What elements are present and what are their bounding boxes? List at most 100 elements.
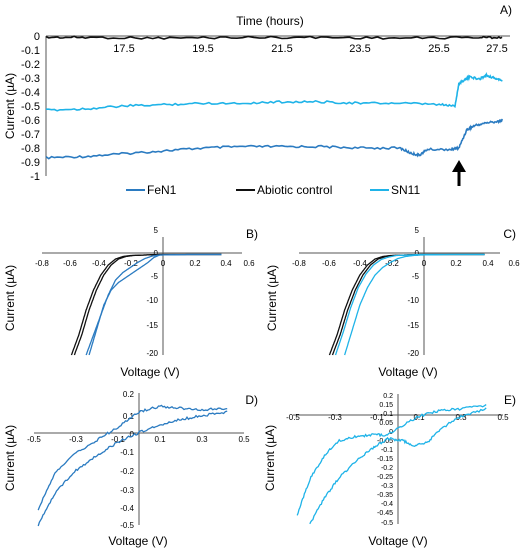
panel-d-x-tick-label: 0.3 [196, 435, 208, 444]
panel-d-label: D) [245, 393, 258, 407]
panel-e-x-axis-title: Voltage (V) [368, 534, 427, 548]
series-line-sn11 [309, 407, 487, 525]
panel-a-y-tick-label: -0.1 [21, 45, 40, 57]
panel-d: D) -0.5 -0.3 -0.1 0.1 0.3 0.5 0.2 0.1 0 … [3, 390, 258, 548]
panel-c-y-tick-label: -10 [407, 296, 419, 305]
panel-e-y-tick-label: -0.15 [377, 456, 393, 463]
legend: FeN1 Abiotic control SN11 [126, 183, 420, 197]
panel-c-x-tick-label: 0 [422, 259, 427, 268]
panel-e-y-tick-label: 0.1 [383, 411, 393, 418]
panel-d-y-tick-label: -0.5 [120, 521, 134, 530]
panel-e-y-tick-label: -0.2 [381, 465, 393, 472]
panel-b-y-tick-label: -15 [146, 321, 158, 330]
panel-a-y-tick-label: -0.7 [21, 129, 40, 141]
panel-e-y-tick-label: -0.5 [381, 520, 393, 527]
panel-d-y-tick-label: 0.1 [123, 412, 135, 421]
panel-e-x-tick-label: -0.3 [328, 413, 342, 422]
panel-a-y-tick-label: -0.4 [21, 87, 40, 99]
panel-d-x-tick-label: -0.3 [69, 435, 83, 444]
panel-e: E) -0.5 -0.3 -0.1 0.1 0.3 0.5 0.2 0.15 0… [263, 393, 516, 548]
panel-b-x-tick-label: -0.2 [124, 259, 138, 268]
series-line-fen1 [37, 410, 228, 527]
panel-c-series [328, 253, 485, 356]
panel-b-x-tick-label: -0.6 [63, 259, 77, 268]
panel-d-y-tick-label: -0.4 [120, 504, 134, 513]
panel-b-x-tick-label: 0.6 [243, 259, 255, 268]
panel-a-x-tick-label: 25.5 [428, 43, 449, 55]
panel-a-x-ticks: 17.5 19.5 21.5 23.5 25.5 27.5 [113, 43, 507, 55]
panel-b-y-tick-label: -10 [146, 296, 158, 305]
panel-d-x-tick-label: 0.5 [238, 435, 250, 444]
panel-e-x-tick-label: 0.3 [455, 413, 467, 422]
panel-e-y-ticks: 0.2 0.15 0.1 0.05 0 -0.05 -0.1 -0.15 -0.… [377, 393, 393, 527]
panel-d-y-axis-title: Current (µA) [3, 425, 17, 491]
panel-d-y-tick-label: -0.1 [120, 448, 134, 457]
panel-e-y-axis-title: Current (µA) [263, 425, 277, 491]
panel-b-x-tick-label: -0.8 [35, 259, 49, 268]
series-line-sn11 [46, 72, 503, 112]
panel-b-x-tick-label: 0.2 [189, 259, 201, 268]
panel-d-series [37, 404, 228, 527]
panel-d-y-tick-label: -0.3 [120, 486, 134, 495]
panel-b-series [70, 253, 222, 356]
panel-c-y-tick-label: 0 [415, 249, 420, 258]
arrow-annotation [452, 160, 466, 186]
panel-e-series [296, 404, 487, 525]
panel-a-y-tick-label: -0.6 [21, 115, 40, 127]
panel-d-x-tick-label: -0.5 [27, 435, 41, 444]
panel-d-y-tick-label: 0 [130, 430, 135, 439]
panel-a-x-tick-label: 17.5 [113, 43, 134, 55]
panel-a-y-tick-label: -0.3 [21, 73, 40, 85]
panel-c-y-tick-label: -5 [412, 272, 420, 281]
panel-b-y-tick-label: -20 [146, 349, 158, 358]
panel-e-y-tick-label: 0.05 [379, 420, 393, 427]
panel-c-x-tick-label: 0.4 [482, 259, 494, 268]
series-line-sn11 [296, 404, 487, 516]
panel-a-x-axis-title: Time (hours) [236, 14, 304, 28]
panel-c-x-tick-label: 0.2 [450, 259, 462, 268]
panel-b-x-tick-label: 0 [161, 259, 166, 268]
series-line-fen1 [45, 118, 503, 160]
panel-c-y-axis-title: Current (µA) [265, 265, 279, 331]
series-line-abiotic-control [45, 35, 503, 40]
arrow-head [452, 160, 466, 172]
panel-b-y-tick-label: 0 [154, 249, 159, 258]
panel-a-y-tick-label: -0.2 [21, 59, 40, 71]
legend-label-fen1: FeN1 [147, 183, 177, 197]
panel-a-x-tick-label: 27.5 [486, 43, 507, 55]
panel-d-x-tick-label: -0.1 [111, 435, 125, 444]
panel-a-x-tick-label: 23.5 [349, 43, 370, 55]
panel-c-x-tick-label: -0.4 [353, 259, 367, 268]
legend-label-sn11: SN11 [391, 183, 420, 197]
panel-b-y-tick-label: 5 [154, 226, 159, 235]
panel-a-x-tick-label: 19.5 [192, 43, 213, 55]
panel-b-x-tick-label: -0.4 [92, 259, 106, 268]
panel-b-x-axis-title: Voltage (V) [120, 365, 179, 379]
panel-c-x-tick-label: -0.6 [322, 259, 336, 268]
panel-a-y-ticks: 0 -0.1 -0.2 -0.3 -0.4 -0.5 -0.6 -0.7 -0.… [21, 31, 40, 183]
panel-d-y-ticks: 0.2 0.1 0 -0.1 -0.2 -0.3 -0.4 -0.5 [120, 390, 134, 530]
panel-c-x-tick-label: -0.2 [385, 259, 399, 268]
panel-a-y-tick-label: -1 [30, 171, 40, 183]
panel-a-y-tick-label: -0.9 [21, 157, 40, 169]
panel-d-y-tick-label: 0.2 [123, 390, 135, 399]
panel-c-y-tick-label: 5 [415, 226, 420, 235]
legend-label-abiotic: Abiotic control [257, 183, 332, 197]
panel-c-y-tick-label: -15 [407, 321, 419, 330]
panel-c-y-ticks: 5 0 -5 -10 -15 -20 [407, 226, 419, 358]
series-line-fen1 [88, 253, 222, 356]
panel-c-x-ticks: -0.8 -0.6 -0.4 -0.2 0 0.2 0.4 0.6 [292, 259, 520, 268]
panel-a-label: A) [500, 3, 512, 17]
panel-a-y-tick-label: -0.5 [21, 101, 40, 113]
panel-e-x-tick-label: 0.5 [497, 413, 509, 422]
panel-a-series [45, 35, 503, 160]
panel-e-y-tick-label: 0.2 [383, 393, 393, 400]
panel-b-y-tick-label: -5 [151, 272, 159, 281]
panel-c-y-tick-label: -20 [407, 349, 419, 358]
panel-e-y-tick-label: 0.15 [379, 402, 393, 409]
panel-a-y-tick-label: -0.8 [21, 143, 40, 155]
panel-a-y-tick-label: 0 [34, 31, 40, 43]
panel-d-x-axis-title: Voltage (V) [108, 534, 167, 548]
panel-e-y-tick-label: -0.45 [377, 510, 393, 517]
